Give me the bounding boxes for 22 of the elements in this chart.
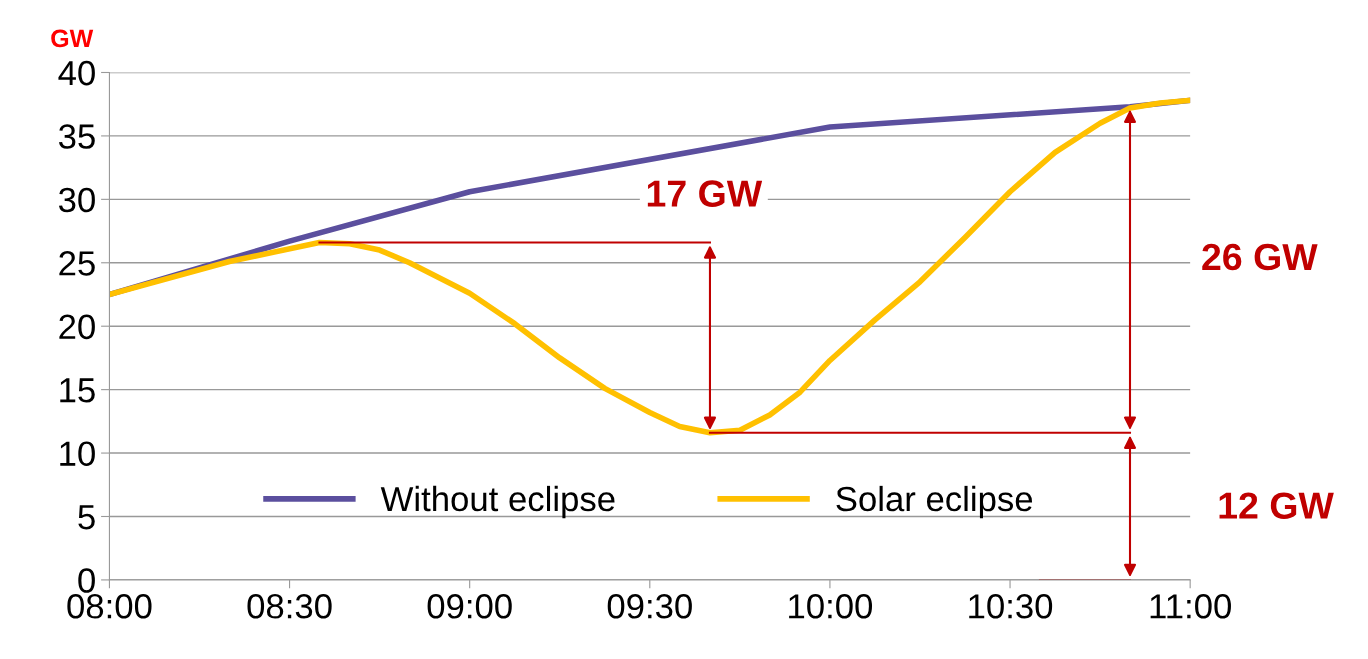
y-tick-label: 15 [60,378,95,403]
y-tick-label: 35 [58,124,95,149]
x-tick-label: 10:00 [789,594,873,619]
y-tick-label: 40 [58,60,95,86]
y-tick-label: 10 [60,441,95,466]
x-tick-label: 08:30 [247,594,332,619]
text: 26 GW [1202,243,1318,271]
x-tick-label: 08:00 [67,594,152,619]
x-tick-label: 09:00 [427,594,512,619]
legend-label: Solar eclipse [836,485,1033,519]
legend-label: Without eclipse [380,485,615,519]
x-tick-label: 11:00 [1150,594,1231,619]
y-tick-label: 20 [59,314,95,340]
x-tick-label: 09:30 [607,594,692,619]
y-axis-title: GW [51,29,94,48]
annotation: 17 GW [647,180,763,207]
y-tick-label: 0 [78,568,95,593]
y-tick-label: 25 [59,251,95,276]
x-tick-label: 10:30 [969,594,1053,619]
text: 12 GW [1219,492,1334,519]
y-tick-label: 5 [78,505,95,530]
y-tick-label: 30 [58,187,95,213]
